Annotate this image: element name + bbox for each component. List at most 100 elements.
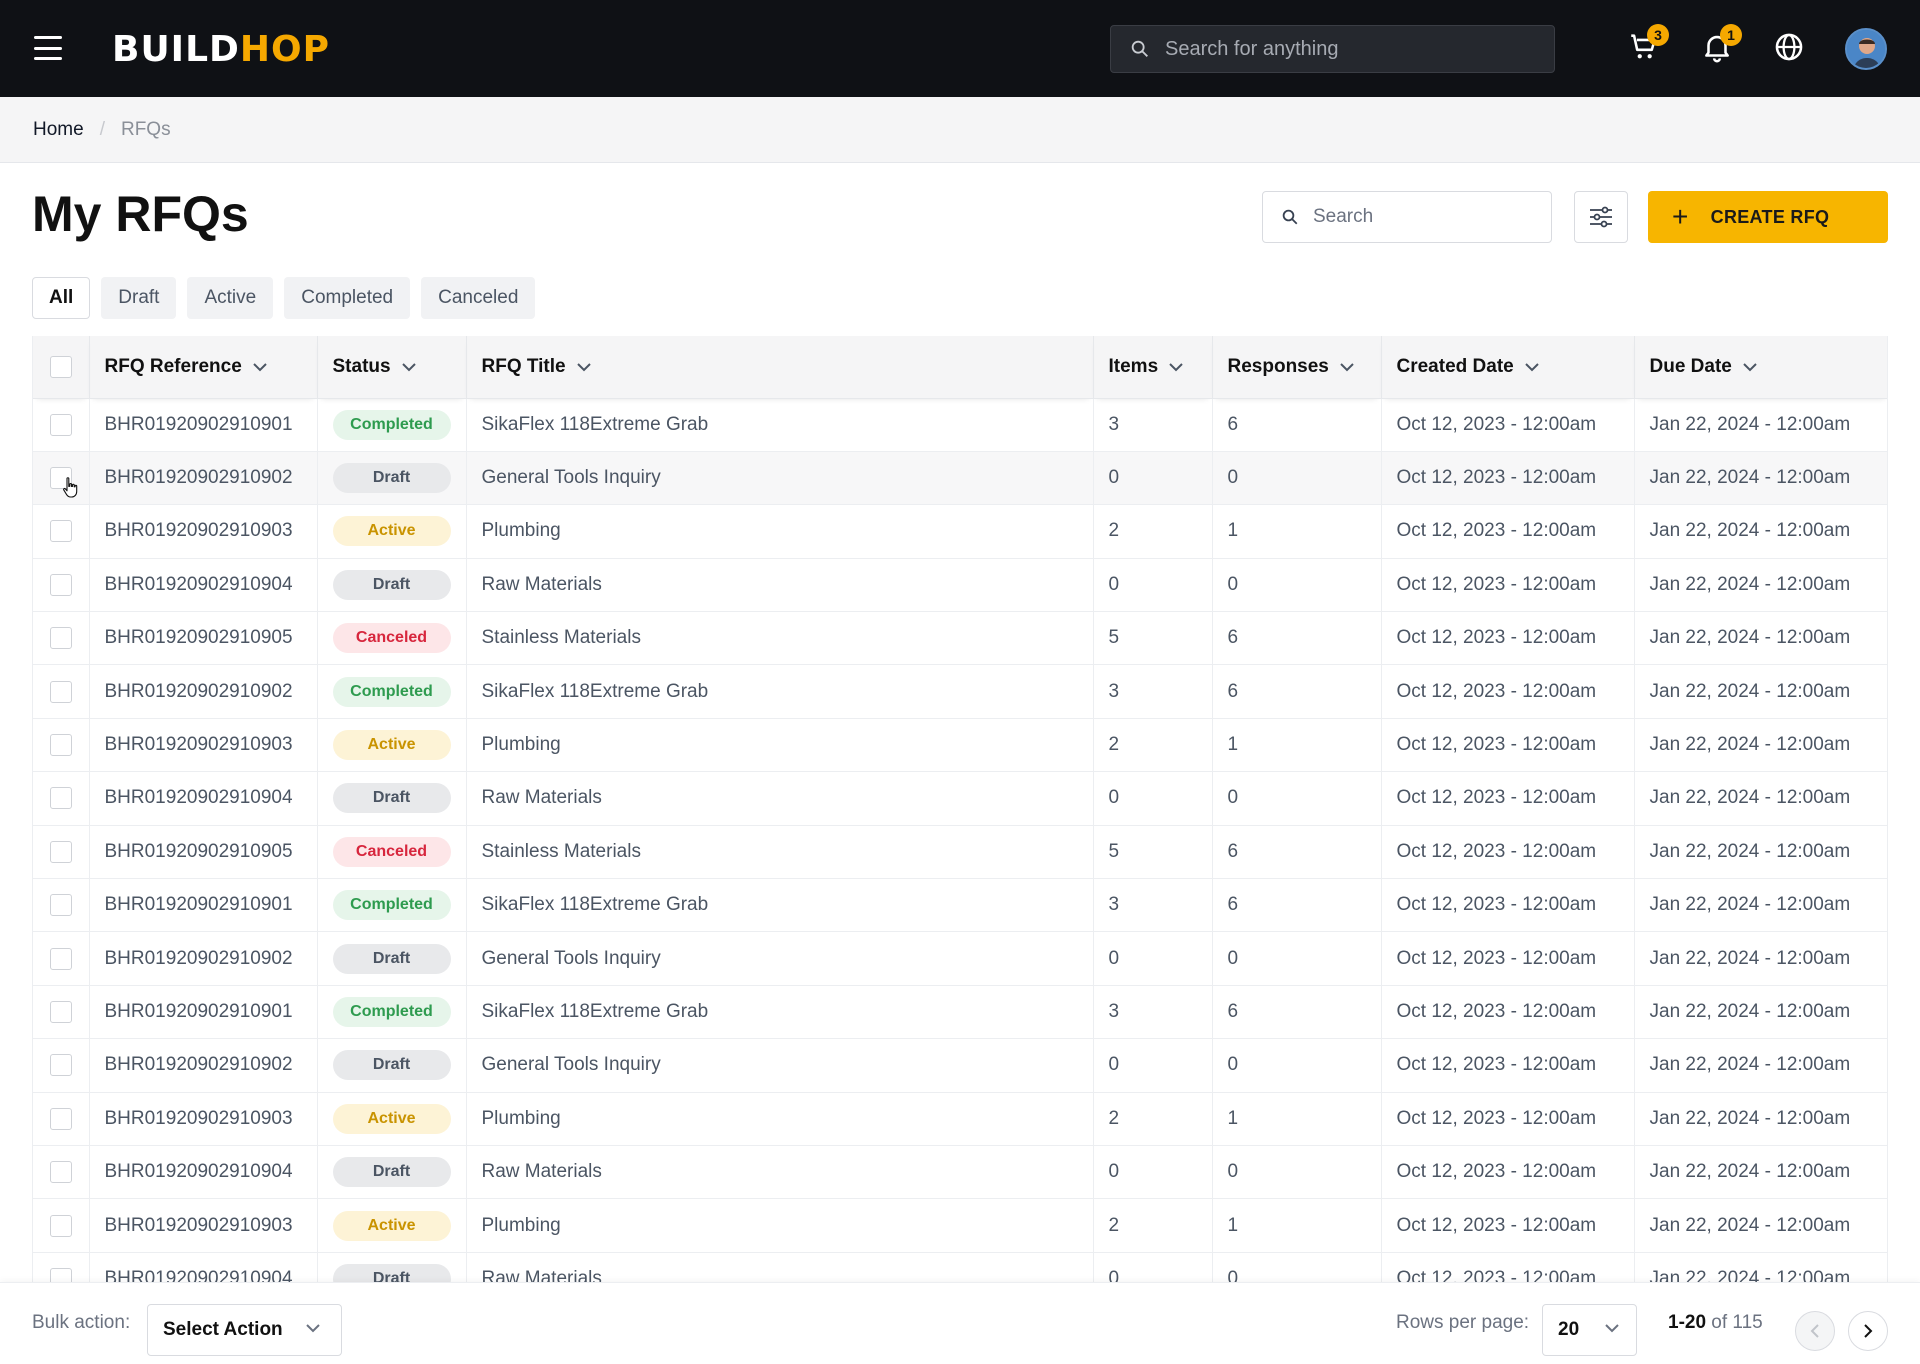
status-badge: Completed <box>332 996 451 1027</box>
rfq-table-container[interactable]: RFQ Reference Status RFQ Title Items Res… <box>32 336 1888 1282</box>
table-row[interactable]: BHR01920902910901 Completed SikaFlex 118Ex… <box>33 398 1887 452</box>
table-row[interactable]: BHR01920902910904 Draft Raw Materials 0 0 Oct… <box>33 558 1887 612</box>
row-checkbox[interactable] <box>49 680 72 703</box>
global-search-input[interactable] <box>1165 37 1525 61</box>
create-rfq-button[interactable]: + CREATE RFQ <box>1648 191 1888 243</box>
tab-completed[interactable]: Completed <box>284 277 411 319</box>
rows-per-page-select[interactable]: 20 <box>1542 1304 1637 1356</box>
table-row[interactable]: BHR01920902910901 Completed SikaFlex 118Ex… <box>33 878 1887 932</box>
row-checkbox[interactable] <box>49 1000 72 1023</box>
column-due-date[interactable]: Due Date <box>1634 336 1887 399</box>
cell-rfq-title: Plumbing <box>466 504 1094 559</box>
notifications-button[interactable]: 1 <box>1700 24 1742 64</box>
status-badge: Completed <box>332 676 451 707</box>
rfq-search[interactable] <box>1262 191 1552 243</box>
cell-created-date: Oct 12, 2023 - 12:00am <box>1381 1038 1635 1093</box>
table-row[interactable]: BHR01920902910903 Active Plumbing 2 1 Oct 12,… <box>33 1092 1887 1146</box>
cell-rfq-title: Raw Materials <box>466 1145 1094 1199</box>
select-all-checkbox[interactable] <box>49 355 72 378</box>
column-items[interactable]: Items <box>1093 336 1213 399</box>
table-row[interactable]: BHR01920902910903 Active Plumbing 2 1 Oct 12,… <box>33 504 1887 559</box>
column-responses[interactable]: Responses <box>1212 336 1382 399</box>
row-checkbox[interactable] <box>49 1107 72 1130</box>
logo[interactable]: BUILD HOP <box>112 24 330 74</box>
row-checkbox[interactable] <box>49 787 72 810</box>
cell-responses: 1 <box>1212 718 1382 772</box>
row-checkbox[interactable] <box>49 520 72 543</box>
cell-responses: 0 <box>1212 931 1382 986</box>
table-row[interactable]: BHR01920902910902 Draft General Tools Inqu… <box>33 931 1887 986</box>
cell-items: 0 <box>1093 1252 1213 1282</box>
column-status[interactable]: Status <box>317 336 467 399</box>
menu-icon[interactable] <box>34 36 62 60</box>
row-checkbox[interactable] <box>49 947 72 970</box>
table-row[interactable]: BHR01920902910902 Draft General Tools Inqu… <box>33 451 1887 505</box>
tab-active[interactable]: Active <box>187 277 274 319</box>
column-rfq-reference[interactable]: RFQ Reference <box>89 336 318 399</box>
select-all-cell <box>33 336 90 399</box>
tab-all[interactable]: All <box>32 277 91 319</box>
row-select-cell <box>33 718 90 772</box>
cell-rfq-reference: BHR01920902910902 <box>89 931 318 986</box>
cell-responses: 0 <box>1212 558 1382 612</box>
cell-responses: 1 <box>1212 504 1382 559</box>
row-checkbox[interactable] <box>49 467 72 490</box>
table-row[interactable]: BHR01920902910903 Active Plumbing 2 1 Oct 12,… <box>33 718 1887 772</box>
cell-due-date: Jan 22, 2024 - 12:00am <box>1634 931 1887 986</box>
language-button[interactable] <box>1772 30 1806 64</box>
table-row[interactable]: BHR01920902910902 Completed SikaFlex 118Ex… <box>33 664 1887 719</box>
pagination-range: 1-20 of 115 <box>1668 1312 1763 1334</box>
table-row[interactable]: BHR01920902910903 Active Plumbing 2 1 Oct 12,… <box>33 1198 1887 1253</box>
avatar[interactable] <box>1845 28 1887 70</box>
cell-due-date: Jan 22, 2024 - 12:00am <box>1634 504 1887 559</box>
table-row[interactable]: BHR01920902910904 Draft Raw Materials 0 0 Oct… <box>33 1145 1887 1199</box>
status-badge: Draft <box>332 943 451 974</box>
cell-created-date: Oct 12, 2023 - 12:00am <box>1381 985 1635 1039</box>
cell-items: 5 <box>1093 825 1213 879</box>
column-created-date[interactable]: Created Date <box>1381 336 1635 399</box>
global-search[interactable] <box>1110 25 1555 73</box>
cell-rfq-reference: BHR01920902910905 <box>89 611 318 665</box>
row-checkbox[interactable] <box>49 840 72 863</box>
row-checkbox[interactable] <box>49 1054 72 1077</box>
cart-button[interactable]: 3 <box>1627 24 1669 64</box>
table-row[interactable]: BHR01920902910902 Draft General Tools Inqu… <box>33 1038 1887 1093</box>
tab-canceled[interactable]: Canceled <box>421 277 536 319</box>
cell-responses: 0 <box>1212 1038 1382 1093</box>
filter-button[interactable] <box>1574 191 1628 243</box>
cell-rfq-title: SikaFlex 118Extreme Grab <box>466 664 1094 719</box>
table-row[interactable]: BHR01920902910905 Canceled Stainless Mater… <box>33 825 1887 879</box>
row-checkbox[interactable] <box>49 413 72 436</box>
table-row[interactable]: BHR01920902910904 Draft Raw Materials 0 0 Oct… <box>33 1252 1887 1282</box>
cell-rfq-title: Stainless Materials <box>466 611 1094 665</box>
row-select-cell <box>33 1252 90 1282</box>
cell-items: 0 <box>1093 1145 1213 1199</box>
chevron-down-icon <box>1525 363 1539 372</box>
row-select-cell <box>33 1198 90 1253</box>
cell-responses: 6 <box>1212 398 1382 452</box>
row-checkbox[interactable] <box>49 627 72 650</box>
table-row[interactable]: BHR01920902910901 Completed SikaFlex 118Ex… <box>33 985 1887 1039</box>
tab-draft[interactable]: Draft <box>101 277 177 319</box>
breadcrumb-home[interactable]: Home <box>33 118 84 140</box>
row-checkbox[interactable] <box>49 894 72 917</box>
row-checkbox[interactable] <box>49 1267 72 1282</box>
column-rfq-title[interactable]: RFQ Title <box>466 336 1094 399</box>
status-badge: Draft <box>332 569 451 600</box>
bulk-action-select[interactable]: Select Action <box>147 1304 342 1356</box>
cell-due-date: Jan 22, 2024 - 12:00am <box>1634 1092 1887 1146</box>
row-checkbox[interactable] <box>49 1161 72 1184</box>
status-tabs: All Draft Active Completed Canceled <box>32 277 536 319</box>
row-checkbox[interactable] <box>49 573 72 596</box>
status-badge: Draft <box>332 463 451 494</box>
row-checkbox[interactable] <box>49 1214 72 1237</box>
table-row[interactable]: BHR01920902910905 Canceled Stainless Mater… <box>33 611 1887 665</box>
next-page-button[interactable] <box>1848 1311 1888 1351</box>
rfq-search-input[interactable] <box>1313 206 1533 228</box>
table-row[interactable]: BHR01920902910904 Draft Raw Materials 0 0 Oct… <box>33 771 1887 826</box>
cell-rfq-reference: BHR01920902910903 <box>89 718 318 772</box>
logo-text-hop: HOP <box>239 28 331 70</box>
chevron-right-icon <box>1864 1324 1873 1338</box>
row-checkbox[interactable] <box>49 734 72 757</box>
previous-page-button[interactable] <box>1795 1311 1835 1351</box>
